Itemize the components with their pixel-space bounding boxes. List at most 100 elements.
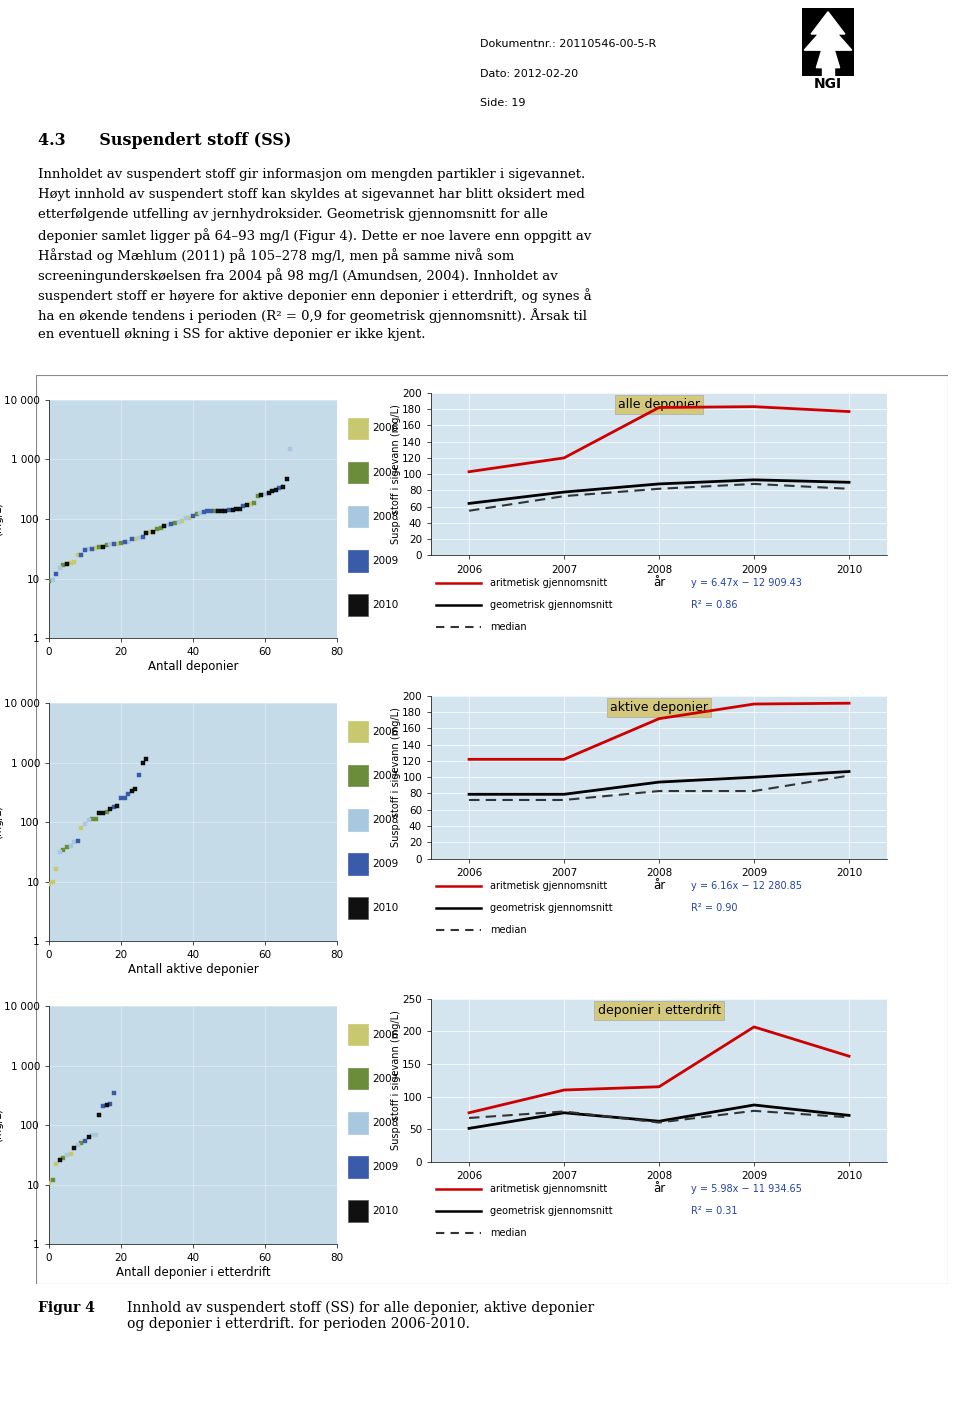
Point bbox=[45, 1169, 60, 1191]
Point bbox=[84, 1124, 100, 1146]
Point bbox=[48, 563, 63, 585]
Bar bbox=[348, 1201, 369, 1222]
Text: 2008: 2008 bbox=[372, 1118, 398, 1128]
Polygon shape bbox=[804, 11, 852, 67]
Text: 2007: 2007 bbox=[372, 467, 398, 477]
Y-axis label: Susp. stoff i sigevann
(mg/L): Susp. stoff i sigevann (mg/L) bbox=[0, 766, 3, 878]
Point bbox=[142, 521, 157, 543]
Text: 2007: 2007 bbox=[372, 770, 398, 780]
Point bbox=[210, 499, 226, 522]
Bar bbox=[348, 1156, 369, 1177]
Point bbox=[88, 537, 104, 560]
Point bbox=[52, 840, 67, 863]
Point bbox=[56, 554, 71, 577]
Text: 4.3      Suspendert stoff (SS): 4.3 Suspendert stoff (SS) bbox=[38, 132, 292, 149]
Point bbox=[41, 1172, 57, 1194]
Point bbox=[181, 506, 197, 529]
Point bbox=[88, 807, 104, 829]
Text: 2010: 2010 bbox=[372, 904, 398, 913]
Point bbox=[106, 533, 121, 556]
Y-axis label: Susp. stoff i sigevann
(mg/L): Susp. stoff i sigevann (mg/L) bbox=[0, 463, 3, 575]
Point bbox=[91, 536, 107, 558]
X-axis label: år: år bbox=[653, 878, 665, 892]
Bar bbox=[348, 595, 369, 616]
Point bbox=[103, 1093, 118, 1115]
Text: geometrisk gjennomsnitt: geometrisk gjennomsnitt bbox=[491, 904, 612, 913]
Y-axis label: Susp. stoff i sigevann (mg/L): Susp. stoff i sigevann (mg/L) bbox=[391, 1010, 401, 1150]
Point bbox=[175, 511, 190, 533]
Point bbox=[200, 499, 215, 522]
Point bbox=[247, 492, 262, 515]
Point bbox=[91, 803, 107, 825]
Text: Hårstad og Mæhlum (2011) på 105–278 mg/l, men på samme nivå som: Hårstad og Mæhlum (2011) på 105–278 mg/l… bbox=[38, 248, 515, 262]
Point bbox=[214, 499, 229, 522]
Point bbox=[84, 808, 100, 831]
Text: 2009: 2009 bbox=[372, 556, 398, 565]
Text: geometrisk gjennomsnitt: geometrisk gjennomsnitt bbox=[491, 1207, 612, 1216]
X-axis label: år: år bbox=[653, 575, 665, 589]
Text: median: median bbox=[491, 1229, 527, 1239]
Point bbox=[171, 511, 186, 533]
Point bbox=[236, 495, 252, 518]
Bar bbox=[348, 810, 369, 831]
Bar bbox=[348, 721, 369, 742]
Point bbox=[52, 557, 67, 579]
Point bbox=[138, 748, 154, 770]
Point bbox=[221, 499, 236, 522]
Point bbox=[192, 501, 208, 523]
Text: 2010: 2010 bbox=[372, 1207, 398, 1216]
Point bbox=[60, 836, 75, 859]
Point bbox=[95, 536, 110, 558]
Point bbox=[149, 518, 165, 540]
Point bbox=[178, 506, 193, 529]
Point bbox=[113, 532, 129, 554]
Point bbox=[103, 533, 118, 556]
Point bbox=[232, 498, 248, 521]
Point bbox=[146, 521, 161, 543]
Bar bbox=[348, 765, 369, 786]
Text: suspendert stoff er høyere for aktive deponier enn deponier i etterdrift, og syn: suspendert stoff er høyere for aktive de… bbox=[38, 288, 592, 303]
Y-axis label: Susp. stoff i sigevann
(mg/L): Susp. stoff i sigevann (mg/L) bbox=[0, 1069, 3, 1181]
Text: R² = 0.90: R² = 0.90 bbox=[691, 904, 737, 913]
Point bbox=[81, 1125, 96, 1148]
Point bbox=[276, 476, 291, 498]
Point bbox=[106, 1082, 121, 1104]
Point bbox=[99, 1093, 114, 1115]
X-axis label: Antall deponier i etterdrift: Antall deponier i etterdrift bbox=[115, 1267, 271, 1280]
Point bbox=[60, 553, 75, 575]
Point bbox=[261, 481, 276, 504]
Point bbox=[243, 494, 258, 516]
X-axis label: Antall aktive deponier: Antall aktive deponier bbox=[128, 964, 258, 976]
Bar bbox=[348, 1068, 369, 1089]
Text: 2006: 2006 bbox=[372, 1030, 398, 1040]
Bar bbox=[348, 462, 369, 483]
Text: 2006: 2006 bbox=[372, 424, 398, 434]
Point bbox=[77, 812, 92, 835]
Y-axis label: Susp. stoff i sigevann (mg/L): Susp. stoff i sigevann (mg/L) bbox=[391, 404, 401, 544]
Point bbox=[196, 501, 211, 523]
Point bbox=[109, 533, 125, 556]
Bar bbox=[348, 853, 369, 874]
Text: ha en økende tendens i perioden (R² = 0,9 for geometrisk gjennomsnitt). Årsak ti: ha en økende tendens i perioden (R² = 0,… bbox=[38, 307, 588, 323]
Text: y = 6.47x − 12 909.43: y = 6.47x − 12 909.43 bbox=[691, 578, 802, 588]
Point bbox=[41, 873, 57, 895]
Point bbox=[63, 1143, 78, 1166]
Text: 2009: 2009 bbox=[372, 1162, 398, 1172]
Text: 2010: 2010 bbox=[372, 600, 398, 610]
Point bbox=[77, 1129, 92, 1152]
Text: R² = 0.31: R² = 0.31 bbox=[691, 1207, 737, 1216]
Text: 2009: 2009 bbox=[372, 859, 398, 868]
Point bbox=[81, 808, 96, 831]
Text: alle deponier: alle deponier bbox=[618, 397, 700, 411]
Point bbox=[156, 515, 172, 537]
Point bbox=[56, 839, 71, 861]
Bar bbox=[348, 1024, 369, 1045]
Text: aritmetisk gjennomsnitt: aritmetisk gjennomsnitt bbox=[491, 1184, 608, 1194]
Point bbox=[278, 469, 294, 491]
Point bbox=[132, 763, 147, 786]
Text: 2007: 2007 bbox=[372, 1073, 398, 1083]
Text: etterfølgende utfelling av jernhydroksider. Geometrisk gjennomsnitt for alle: etterfølgende utfelling av jernhydroksid… bbox=[38, 208, 548, 222]
Point bbox=[253, 484, 269, 506]
Point bbox=[138, 522, 154, 544]
Text: aritmetisk gjennomsnitt: aritmetisk gjennomsnitt bbox=[491, 578, 608, 588]
